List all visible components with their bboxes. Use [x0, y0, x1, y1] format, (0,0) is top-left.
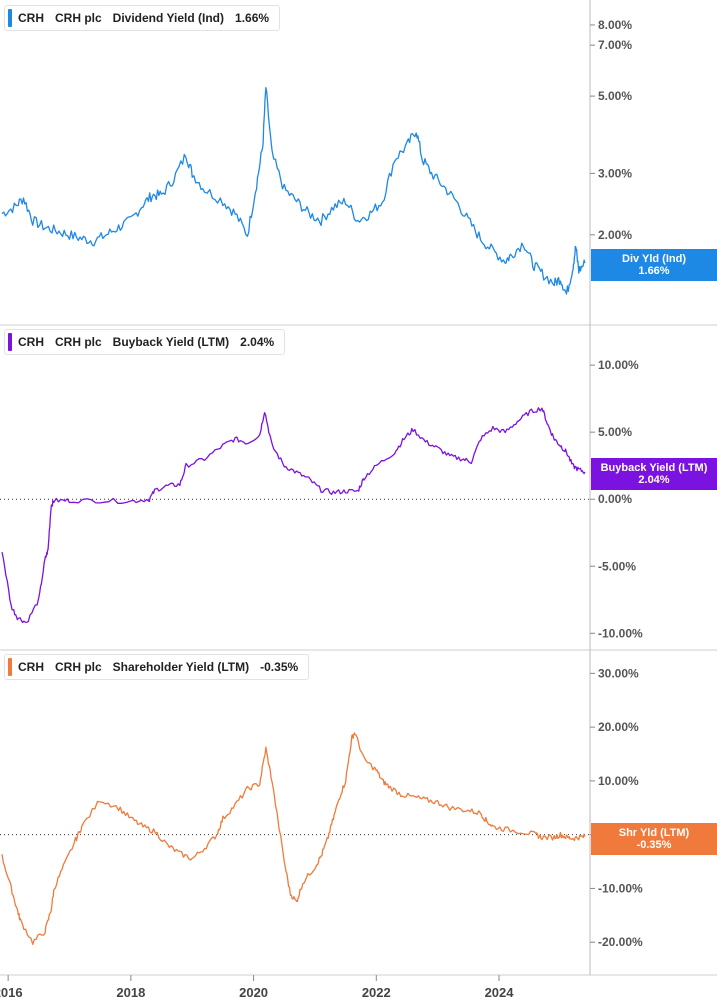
legend-metric: Dividend Yield (Ind) [112, 11, 225, 25]
last-value-tag-dividend: Div Yld (Ind) 1.66% [591, 248, 717, 281]
legend-swatch [8, 9, 12, 27]
y-tick-label: 10.00% [598, 774, 639, 788]
legend-ticker: CRH [18, 660, 44, 674]
legend-value: 1.66% [235, 11, 270, 25]
y-tick-label: 7.00% [598, 38, 632, 52]
y-tick-label: -20.00% [598, 935, 643, 949]
shareholder-series-line [1, 732, 586, 945]
legend-value: 2.04% [240, 335, 275, 349]
legend-metric: Shareholder Yield (LTM) [112, 660, 250, 674]
legend-ticker: CRH [18, 11, 44, 25]
legend-metric: Buyback Yield (LTM) [112, 335, 230, 349]
y-tick-label: 0.00% [598, 492, 632, 506]
y-tick-label: 8.00% [598, 18, 632, 32]
last-value-tag-shareholder: Shr Yld (LTM) -0.35% [591, 822, 717, 855]
legend-company: CRH plc [55, 335, 102, 349]
x-tick-label: 2020 [239, 985, 268, 1000]
x-tick-label: 2022 [362, 985, 391, 1000]
y-tick-label: 10.00% [598, 358, 639, 372]
dividend-series-line [1, 87, 586, 295]
legend-company: CRH plc [55, 11, 102, 25]
y-tick-label: 5.00% [598, 425, 632, 439]
tag-value: 1.66% [638, 264, 670, 277]
y-tick-label: -10.00% [598, 881, 643, 895]
y-tick-label: 30.00% [598, 666, 639, 680]
legend-buyback: CRH CRH plc Buyback Yield (LTM) 2.04% [4, 329, 286, 355]
tag-label: Shr Yld (LTM) [618, 826, 690, 839]
tag-label: Buyback Yield (LTM) [600, 461, 708, 474]
x-tick-label: 2024 [485, 985, 515, 1000]
legend-ticker: CRH [18, 335, 44, 349]
x-tick-label: 2018 [116, 985, 145, 1000]
y-tick-label: -10.00% [598, 626, 643, 640]
tag-value: 2.04% [638, 473, 670, 486]
buyback-series-line [1, 407, 586, 624]
tag-label: Div Yld (Ind) [622, 252, 686, 265]
y-tick-label: -5.00% [598, 559, 636, 573]
legend-value: -0.35% [260, 660, 299, 674]
y-tick-label: 3.00% [598, 166, 632, 180]
legend-swatch [8, 658, 12, 676]
legend-swatch [8, 333, 12, 351]
last-value-tag-buyback: Buyback Yield (LTM) 2.04% [591, 457, 717, 490]
y-tick-label: 20.00% [598, 720, 639, 734]
tag-value: -0.35% [636, 838, 672, 851]
y-tick-label: 5.00% [598, 89, 632, 103]
y-tick-label: 2.00% [598, 228, 632, 242]
legend-shareholder: CRH CRH plc Shareholder Yield (LTM) -0.3… [4, 654, 310, 680]
x-tick-label: 2016 [0, 985, 23, 1000]
legend-company: CRH plc [55, 660, 102, 674]
legend-dividend: CRH CRH plc Dividend Yield (Ind) 1.66% [4, 5, 281, 31]
